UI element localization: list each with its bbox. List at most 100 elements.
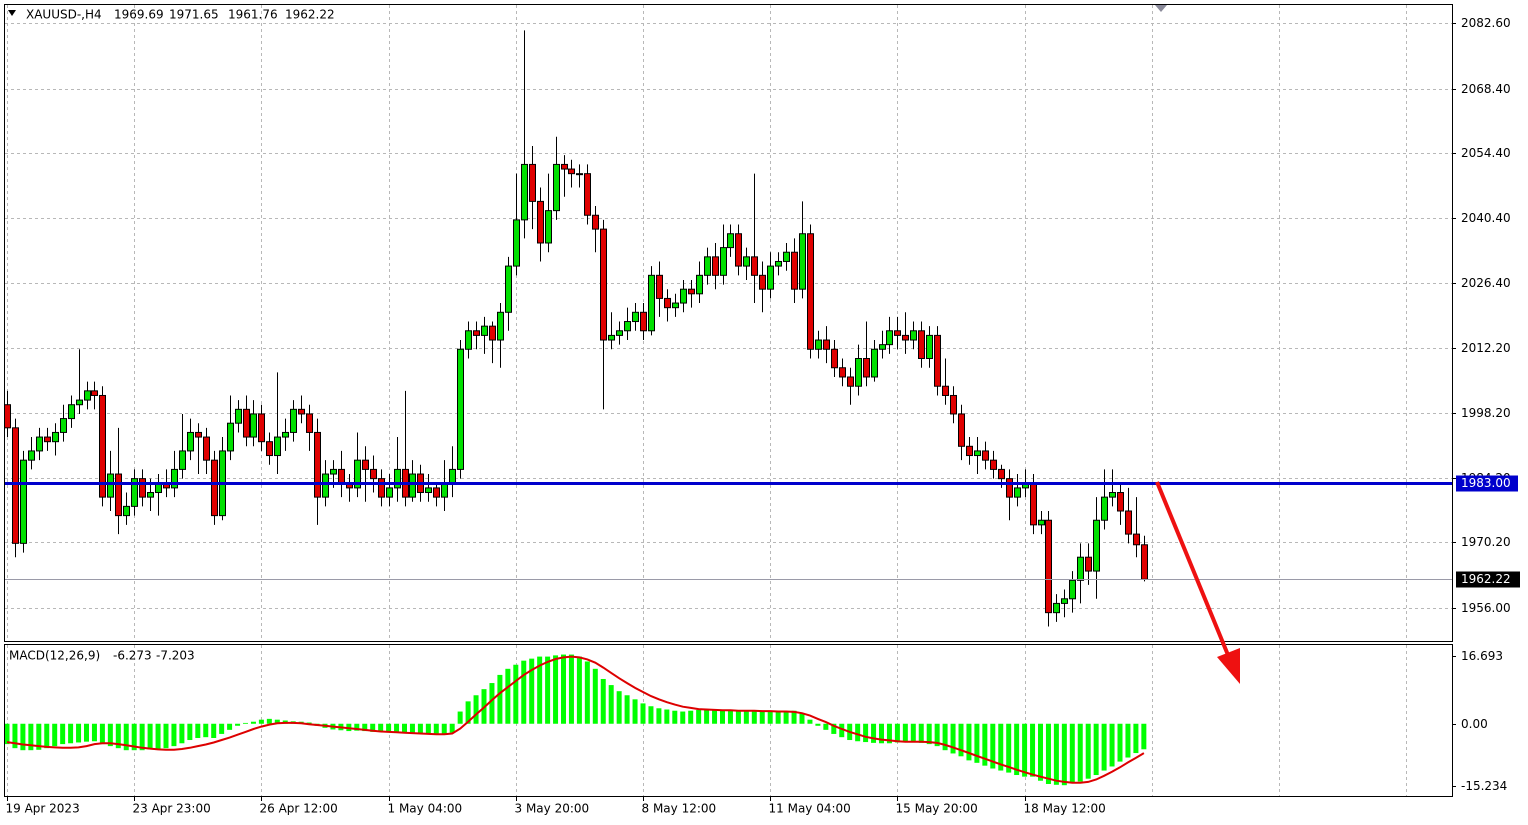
macd-bar (179, 723, 185, 744)
x-tick-label: 23 Apr 23:00 (133, 802, 211, 816)
macd-bar (680, 711, 686, 724)
candle-body (894, 330, 901, 336)
macd-bar (918, 723, 924, 743)
macd-bar (306, 722, 312, 724)
macd-bar (576, 656, 582, 724)
candle-body (823, 339, 830, 350)
level-label-box (1456, 475, 1518, 492)
macd-bar (147, 723, 153, 750)
candle-body (632, 311, 639, 323)
macd-bar (187, 723, 193, 741)
candle-body (433, 487, 440, 498)
candle-body (68, 404, 75, 420)
macd-bar (36, 723, 42, 750)
macd-bar (163, 723, 169, 749)
candle-body (664, 297, 671, 309)
macd-bar (433, 723, 439, 735)
candle-body (298, 408, 305, 415)
candle-body (839, 367, 846, 378)
macd-panel-frame (4, 644, 1453, 797)
macd-bar (1069, 723, 1075, 784)
macd-bar (497, 674, 503, 724)
macd-bar (489, 683, 495, 724)
y-tick-label: 1970.20 (1461, 535, 1511, 549)
candle-body (195, 431, 202, 438)
candle-body (1117, 492, 1124, 512)
y-tick-label: 2012.20 (1461, 341, 1511, 355)
macd-bar (115, 723, 121, 749)
macd-bar (20, 723, 26, 751)
level-label: 1983.00 (1461, 476, 1511, 490)
candle-body (481, 325, 488, 336)
macd-bar (584, 661, 590, 724)
y-tick-label: 2068.40 (1461, 82, 1511, 96)
macd-bar (362, 723, 368, 732)
macd-bar (998, 723, 1004, 771)
candle-body (1125, 510, 1132, 535)
macd-bar (1141, 723, 1147, 750)
candle-body (624, 321, 631, 332)
macd-bar (751, 710, 757, 724)
candle-body (147, 492, 154, 498)
signal-value: -7.203 (156, 649, 195, 663)
candle-body (743, 256, 750, 267)
x-tick-label: 15 May 20:00 (896, 802, 978, 816)
macd-bar (4, 723, 10, 745)
macd-bar (1014, 723, 1020, 776)
shift-marker (1155, 5, 1167, 12)
candle-body (553, 163, 560, 212)
macd-bar (568, 654, 574, 724)
candle-body (449, 468, 456, 484)
candle-body (123, 505, 130, 517)
candle-body (529, 163, 536, 202)
candle-body (855, 358, 862, 387)
macd-bar (1006, 723, 1012, 773)
ohlc-low: 1961.76 (228, 8, 278, 22)
macd-bar (743, 710, 749, 724)
candle-body (680, 288, 687, 304)
candle-body (799, 233, 806, 290)
candle-body (815, 339, 822, 350)
macd-bar (441, 723, 447, 735)
candle-body (998, 468, 1005, 480)
candle-body (720, 247, 727, 276)
candle-body (235, 408, 242, 424)
candle-body (354, 459, 361, 489)
candle-body (704, 256, 711, 276)
candle-body (672, 302, 679, 309)
candle-body (370, 468, 377, 480)
candle-body (966, 445, 973, 457)
macd-bar (84, 723, 89, 742)
macd-bar (1022, 723, 1028, 777)
candle-body (1141, 544, 1148, 580)
macd-bar (799, 713, 805, 724)
candle-body (735, 233, 742, 267)
y-tick-label: 0.00 (1461, 717, 1488, 731)
macd-bar (76, 723, 82, 743)
macd-bar (60, 723, 66, 745)
macd-bar (513, 664, 519, 724)
macd-bar (394, 723, 400, 732)
macd-bar (457, 711, 463, 724)
x-tick-label: 8 May 12:00 (642, 802, 717, 816)
candle-body (990, 459, 997, 470)
candle-body (1038, 519, 1045, 526)
macd-bar (274, 719, 280, 724)
y-tick-label: 2082.60 (1461, 16, 1511, 30)
candle-body (330, 468, 337, 475)
candle-body (441, 482, 448, 498)
macd-bar (664, 709, 670, 724)
y-tick-label: 1956.00 (1461, 601, 1511, 615)
candle-body (759, 274, 766, 290)
macd-bar (417, 723, 423, 734)
chart-title: XAUUSD-,H4 (26, 8, 102, 22)
ohlc-open: 1969.69 (114, 8, 164, 22)
menu-arrow (8, 10, 16, 16)
candle-body (290, 408, 297, 433)
candle-body (918, 330, 925, 360)
candle-body (807, 233, 814, 350)
y-tick-label: 2026.40 (1461, 276, 1511, 290)
candle-body (386, 487, 393, 498)
candle-body (1069, 579, 1076, 600)
macd-bar (529, 658, 535, 724)
